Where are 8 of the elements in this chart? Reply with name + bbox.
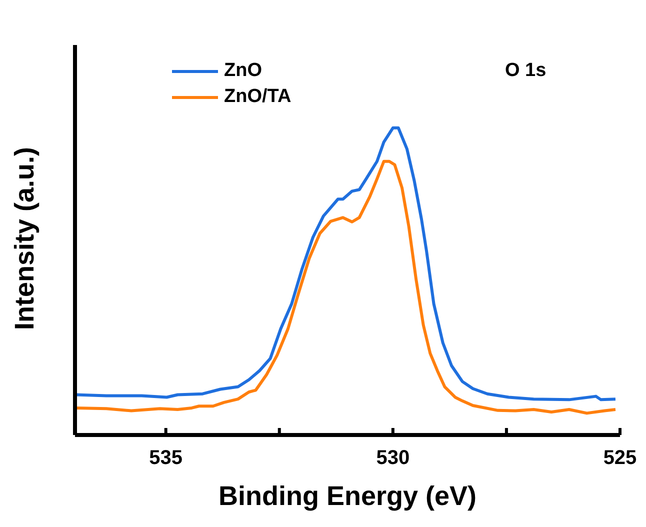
text: O 1s [505,60,546,82]
legend-label: ZnO/TA [224,86,292,108]
x-tick-label: 535 [149,447,183,470]
legend-label: ZnO [224,60,262,82]
x-tick-label: 530 [376,447,410,470]
y-axis-title: Intensity (a.u.) [10,146,40,330]
x-tick-label: 525 [603,447,637,470]
x-axis-title: Binding Energy (eV) [218,481,477,511]
